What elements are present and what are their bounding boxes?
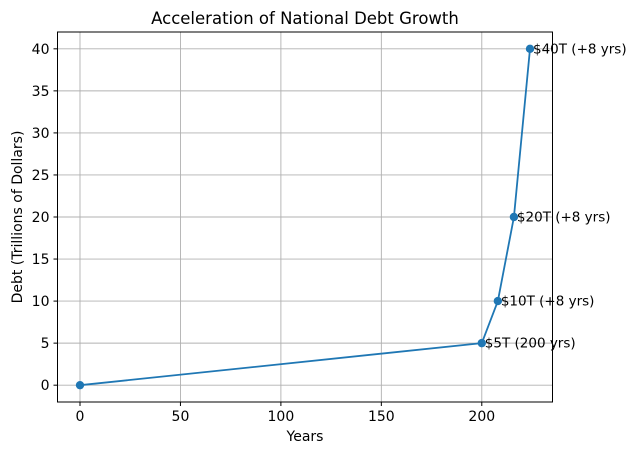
chart-title: Acceleration of National Debt Growth <box>151 9 459 28</box>
y-tick-label: 25 <box>32 168 50 184</box>
x-tick-label: 200 <box>468 409 495 425</box>
y-tick-label: 5 <box>41 336 50 352</box>
data-point-marker <box>75 380 85 390</box>
y-tick-label: 20 <box>32 210 50 226</box>
x-axis-label: Years <box>286 429 324 445</box>
data-point-marker <box>525 44 535 54</box>
y-axis-label: Debt (Trillions of Dollars) <box>10 131 26 304</box>
y-tick-label: 30 <box>32 126 50 142</box>
point-annotation: $20T (+8 yrs) <box>517 210 611 226</box>
data-point-marker <box>477 338 486 348</box>
x-tick-label: 100 <box>268 409 295 425</box>
x-tick-label: 50 <box>172 409 190 425</box>
point-annotation: $10T (+8 yrs) <box>501 294 595 310</box>
debt-line-series <box>75 44 535 390</box>
y-tick-label: 40 <box>32 42 50 58</box>
annotation-layer: $5T (200 yrs) $10T (+8 yrs) $20T (+8 yrs) $… <box>485 41 627 351</box>
point-annotation: $40T (+8 yrs) <box>533 41 627 57</box>
point-annotation: $5T (200 yrs) <box>485 336 576 352</box>
x-tick-label: 0 <box>76 409 85 425</box>
x-tick-label: 150 <box>368 409 395 425</box>
y-tick-label: 10 <box>32 294 50 310</box>
data-point-marker <box>509 212 519 222</box>
axes-layer: 0 50 100 150 200 0 5 10 15 20 25 30 35 40 <box>32 31 553 425</box>
y-tick-label: 0 <box>41 378 50 394</box>
y-tick-label: 15 <box>32 252 50 268</box>
y-tick-label: 35 <box>32 84 50 100</box>
grid-layer <box>57 32 553 402</box>
data-point-marker <box>493 296 503 306</box>
